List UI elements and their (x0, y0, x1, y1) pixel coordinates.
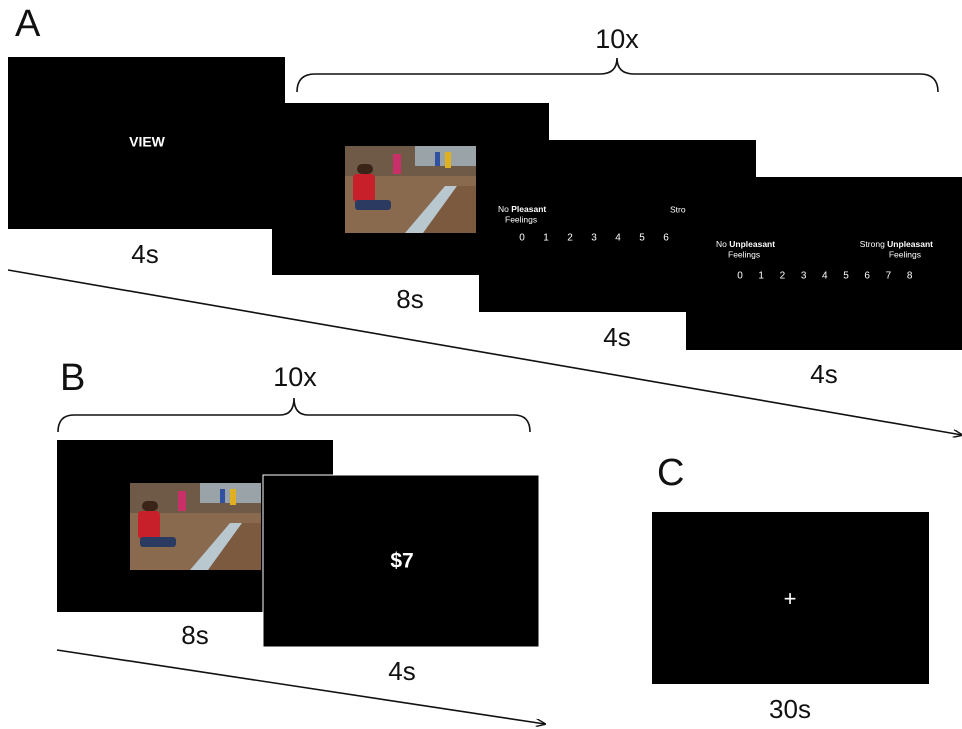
duration: 8s (181, 620, 208, 650)
anchor-word: Strong (860, 239, 885, 249)
scale-number: 1 (543, 233, 549, 244)
paradigm-diagram: A 10x VIEW 4s 8s No Pleasant Feelings St… (0, 0, 962, 729)
scale-number: 6 (864, 271, 870, 282)
scale-anchor-left: No Pleasant (498, 204, 546, 214)
repeat-label: 10x (595, 24, 639, 54)
scale-number: 6 (663, 233, 669, 244)
timeline-arrow (57, 650, 545, 724)
screen-text: VIEW (129, 134, 166, 150)
anchor-emphasis: Unpleasant (729, 239, 775, 249)
duration: 4s (810, 359, 837, 389)
anchor-word: No (716, 239, 727, 249)
scale-number: 8 (907, 271, 913, 282)
scale-anchor-right: Strong Unpleasant (860, 239, 933, 249)
brace (58, 398, 530, 432)
screen (686, 177, 962, 350)
rating-screen: No Unpleasant Feelings Strong Unpleasant… (686, 177, 962, 350)
panel-label: B (60, 357, 85, 399)
duration: 4s (131, 239, 158, 269)
scale-anchor-left: No Unpleasant (716, 239, 775, 249)
screen-text: $7 (390, 550, 413, 573)
scale-number: 4 (615, 233, 621, 244)
scale-number: 5 (639, 233, 645, 244)
duration: 4s (603, 322, 630, 352)
brace (297, 58, 938, 92)
scale-number: 0 (737, 271, 743, 282)
scale-number: 5 (843, 271, 849, 282)
duration: 4s (388, 656, 415, 686)
scale-number: 3 (591, 233, 597, 244)
repeat-label: 10x (273, 362, 317, 392)
scale-number: 2 (780, 271, 786, 282)
anchor-emphasis: Pleasant (511, 204, 546, 214)
scale-anchor-right-line2: Feelings (889, 249, 921, 259)
stimulus-photo (130, 483, 261, 570)
anchor-word: No (498, 204, 509, 214)
panel-label: C (657, 452, 684, 494)
scale-number: 7 (886, 271, 892, 282)
stimulus-photo (345, 146, 476, 233)
scale-number: 0 (519, 233, 525, 244)
panel-label: A (15, 3, 41, 45)
scale-anchor-right: Stro (670, 204, 686, 214)
duration: 8s (396, 284, 423, 314)
scale-number: 3 (801, 271, 807, 282)
anchor-emphasis: Unpleasant (887, 239, 933, 249)
scale-number: 1 (758, 271, 764, 282)
scale-anchor-left-line2: Feelings (505, 214, 537, 224)
scale-number: 4 (822, 271, 828, 282)
scale-number: 2 (567, 233, 573, 244)
fixation-cross: + (784, 586, 797, 611)
scale-anchor-left-line2: Feelings (728, 249, 760, 259)
duration: 30s (769, 694, 811, 724)
